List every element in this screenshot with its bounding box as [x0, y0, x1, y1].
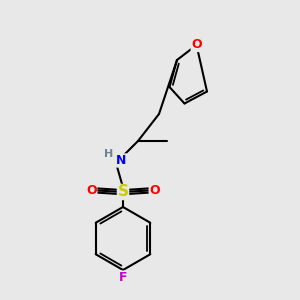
Text: N: N — [116, 154, 127, 167]
Text: O: O — [191, 38, 202, 52]
Text: O: O — [86, 184, 97, 197]
Text: O: O — [149, 184, 160, 197]
Text: F: F — [119, 271, 127, 284]
Text: H: H — [104, 148, 113, 159]
Text: S: S — [118, 184, 128, 200]
